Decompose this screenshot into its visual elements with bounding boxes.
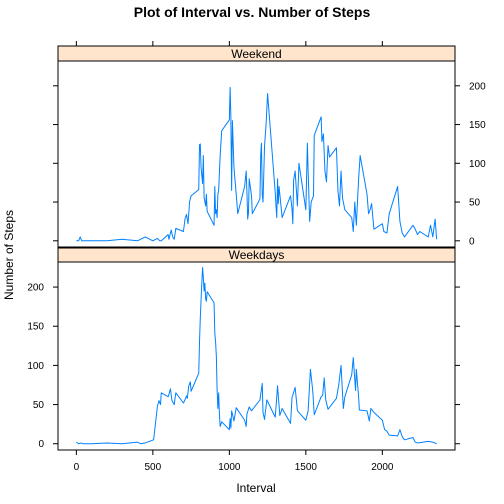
series-line-weekend (76, 86, 438, 242)
y-tick-label-weekdays-150: 150 (27, 322, 44, 333)
x-tick-label-2000: 2000 (371, 462, 394, 473)
chart-title: Plot of Interval vs. Number of Steps (134, 4, 371, 20)
y-tick-label-weekdays-100: 100 (27, 361, 44, 372)
panel-frame-weekend (57, 60, 456, 248)
strip-label-weekend: Weekend (231, 47, 281, 61)
y-tick-label-weekdays-50: 50 (33, 400, 45, 411)
panels-group: Weekend050100150200Weekdays0501001502000… (27, 41, 486, 473)
y-tick-label-weekdays-0: 0 (38, 439, 44, 450)
x-tick-label-1500: 1500 (295, 462, 318, 473)
panel-frame-weekdays (57, 261, 456, 451)
x-tick-label-500: 500 (145, 462, 162, 473)
y-tick-label-weekend-200: 200 (469, 81, 486, 92)
strip-label-weekdays: Weekdays (229, 248, 285, 262)
x-tick-label-1000: 1000 (218, 462, 241, 473)
series-line-weekdays (76, 266, 437, 445)
x-tick-label-0: 0 (74, 462, 80, 473)
y-tick-label-weekend-0: 0 (469, 236, 475, 247)
y-tick-label-weekend-150: 150 (469, 120, 486, 131)
x-axis-label: Interval (236, 481, 275, 495)
y-tick-label-weekdays-200: 200 (27, 283, 44, 294)
y-tick-label-weekend-100: 100 (469, 159, 486, 170)
y-axis-label: Number of Steps (2, 210, 16, 300)
y-tick-label-weekend-50: 50 (469, 198, 481, 209)
